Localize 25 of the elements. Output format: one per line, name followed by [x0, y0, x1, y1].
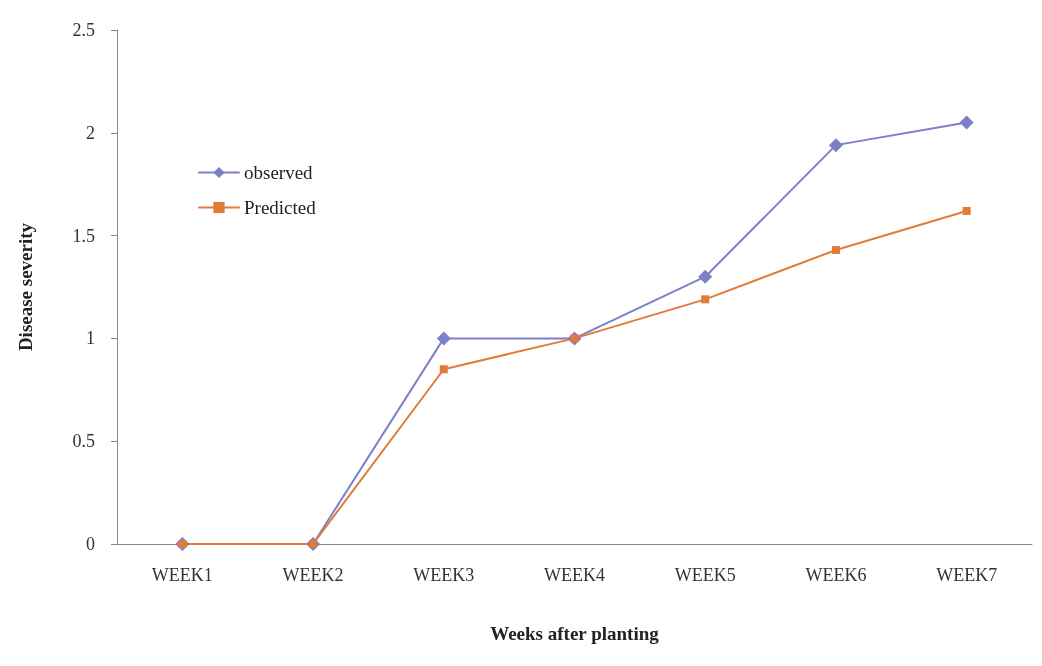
y-tick-label: 1.5 [72, 225, 95, 246]
point [698, 269, 713, 284]
point [831, 245, 840, 254]
point [436, 331, 451, 346]
y-tick-label: 2 [86, 122, 95, 143]
x-tick-label: WEEK3 [413, 565, 475, 585]
point [439, 365, 448, 374]
point [962, 206, 971, 215]
x-tick-label: WEEK4 [544, 565, 605, 585]
x-tick-label: WEEK2 [282, 565, 344, 585]
x-tick-label: WEEK5 [674, 565, 736, 585]
x-tick-label: WEEK1 [151, 565, 213, 585]
y-axis-title: Disease severity [15, 222, 36, 352]
y-tick-label: 1 [86, 328, 95, 349]
y-tick-label: 2.5 [72, 20, 95, 40]
point [828, 138, 843, 153]
y-tick-label: 0 [86, 534, 95, 554]
point [701, 295, 710, 304]
legend-label: Predicted [244, 197, 317, 218]
y-tick-label: 0.5 [72, 431, 95, 452]
point [959, 115, 974, 130]
x-tick-label: WEEK6 [805, 565, 867, 585]
legend-label: observed [244, 162, 314, 183]
x-tick-label: WEEK7 [936, 565, 998, 585]
x-axis-title: Weeks after planting [490, 623, 660, 644]
